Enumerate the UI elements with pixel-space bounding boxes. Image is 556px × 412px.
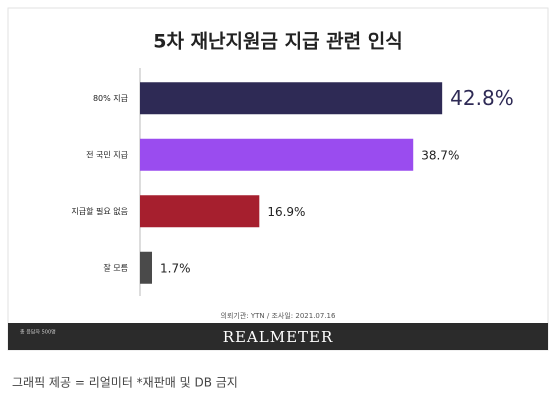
bar bbox=[140, 251, 153, 284]
chart-title: 5차 재난지원금 지급 관련 인식 bbox=[153, 31, 402, 53]
bar bbox=[140, 138, 414, 171]
bar bbox=[140, 195, 260, 228]
bar bbox=[140, 82, 443, 115]
value-label: 38.7% bbox=[421, 148, 459, 162]
y-tick-label: 지급할 필요 없음 bbox=[71, 206, 128, 216]
y-tick-label: 80% 지급 bbox=[93, 94, 128, 103]
caption: 그래픽 제공 = 리얼미터 *재판매 및 DB 금지 bbox=[12, 376, 238, 390]
footer-bar bbox=[8, 323, 548, 350]
y-tick-label: 잘 모름 bbox=[103, 263, 128, 272]
y-tick-label: 전 국민 지급 bbox=[86, 149, 128, 159]
source: 의뢰기관: YTN / 조사일: 2021.07.16 bbox=[221, 311, 336, 320]
brand: REALMETER bbox=[223, 328, 334, 346]
value-label: 42.8% bbox=[450, 86, 514, 110]
footnote: 총 응답자 500명 bbox=[20, 329, 56, 336]
chart-frame bbox=[7, 7, 549, 351]
value-label: 1.7% bbox=[160, 261, 191, 275]
value-label: 16.9% bbox=[267, 205, 305, 219]
